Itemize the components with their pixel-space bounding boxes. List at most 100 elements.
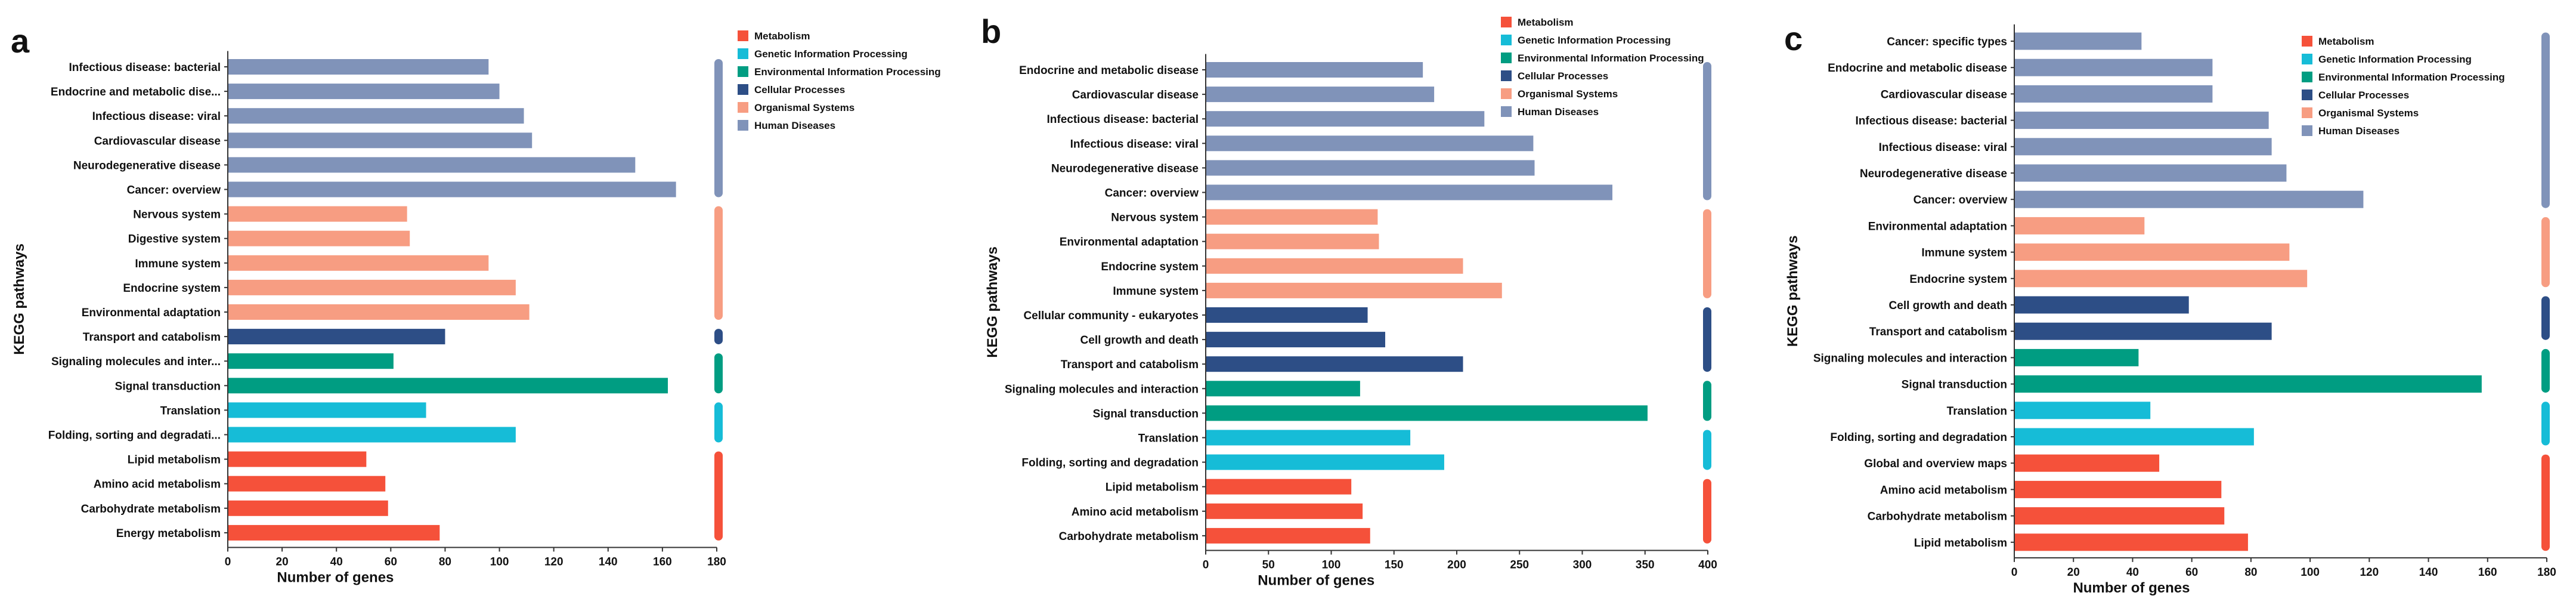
chart-c-category-label: Folding, sorting and degradation <box>1830 431 2007 444</box>
chart-b-legend-swatch <box>1501 106 1512 117</box>
chart-b-bar <box>1206 307 1368 323</box>
chart-a-category-label: Translation <box>160 405 221 417</box>
chart-a-category-label: Lipid metabolism <box>128 454 221 467</box>
chart-a-x-tick-label: 100 <box>490 555 509 568</box>
chart-a-category-label: Carbohydrate metabolism <box>81 503 221 516</box>
chart-a-legend-label: Cellular Processes <box>754 84 845 95</box>
chart-b-legend-label: Genetic Information Processing <box>1518 35 1671 46</box>
chart-a-x-tick-label: 0 <box>225 555 231 568</box>
chart-c-legend-swatch <box>2302 107 2312 118</box>
chart-b-group-strip <box>1703 430 1711 470</box>
chart-a-bar <box>228 84 500 100</box>
chart-b-category-label: Endocrine and metabolic disease <box>1019 64 1199 77</box>
chart-b-x-tick-label: 100 <box>1322 558 1341 571</box>
chart-b-x-tick-label: 0 <box>1203 558 1209 571</box>
chart-b-category-label: Signal transduction <box>1093 408 1199 420</box>
chart-a-legend-label: Human Diseases <box>754 120 835 131</box>
chart-c-legend-label: Cellular Processes <box>2318 89 2409 101</box>
chart-c-bar <box>2014 164 2287 182</box>
chart-a-group-strip <box>714 451 723 541</box>
chart-c-x-tick-label: 80 <box>2244 566 2257 579</box>
chart-a-category-label: Transport and catabolism <box>83 331 221 344</box>
chart-c-category-label: Transport and catabolism <box>1869 326 2007 338</box>
chart-c-category-label: Lipid metabolism <box>1914 537 2007 550</box>
chart-a-group-strip <box>714 353 723 394</box>
chart-a-legend-label: Metabolism <box>754 30 810 42</box>
chart-b-x-tick-label: 400 <box>1698 558 1717 571</box>
chart-b-category-label: Folding, sorting and degradation <box>1021 457 1199 470</box>
chart-b-category-label: Cancer: overview <box>1105 187 1199 200</box>
chart-b-legend: Metabolism Genetic Information Processing… <box>1501 17 1704 118</box>
chart-a-legend-swatch <box>738 66 748 77</box>
chart-c-category-label: Cancer: overview <box>1914 194 2008 206</box>
chart-a-category-label: Infectious disease: bacterial <box>69 61 221 74</box>
chart-b-x-tick-label: 200 <box>1447 558 1466 571</box>
chart-b-bar <box>1206 209 1378 225</box>
chart-c-legend-label: Environmental Information Processing <box>2318 72 2505 83</box>
chart-a-group-strip <box>714 329 723 345</box>
chart-a-x-tick-label: 40 <box>330 555 343 568</box>
chart-c-bar <box>2014 243 2290 261</box>
chart-c-bar <box>2014 348 2139 366</box>
chart-b-category-label: Carbohydrate metabolism <box>1059 530 1199 543</box>
chart-c-bar <box>2014 322 2272 340</box>
chart-b-category-label: Neurodegenerative disease <box>1051 162 1199 175</box>
chart-c-bar <box>2014 85 2213 103</box>
chart-c-group-strip <box>2541 217 2550 288</box>
chart-b-bar <box>1206 332 1386 348</box>
chart-b-bar <box>1206 135 1534 152</box>
chart-c-bar <box>2014 217 2145 234</box>
chart-c-bar <box>2014 112 2269 129</box>
chart-b-x-tick-label: 300 <box>1573 558 1592 571</box>
chart-b-y-axis-title: KEGG pathways <box>984 246 1001 358</box>
chart-c-category-label: Cell growth and death <box>1889 300 2007 312</box>
chart-c-bar <box>2014 402 2151 419</box>
chart-a-bar <box>228 132 532 149</box>
chart-c-group-strip <box>2541 402 2550 446</box>
chart-b-bar <box>1206 503 1363 519</box>
chart-a-legend-swatch <box>738 48 748 59</box>
chart-c-panel: c Cancer: specific types Endocrine and met… <box>1784 20 2556 596</box>
chart-a-x-tick-label: 60 <box>385 555 397 568</box>
chart-b-category-label: Cardiovascular disease <box>1072 89 1199 101</box>
chart-b-group-strip <box>1703 307 1711 372</box>
chart-a-x-tick-label: 140 <box>599 555 618 568</box>
chart-b-legend-swatch <box>1501 17 1512 27</box>
chart-b-x-tick-label: 50 <box>1262 558 1275 571</box>
chart-c-bar <box>2014 32 2142 50</box>
chart-b-legend-label: Metabolism <box>1518 17 1574 28</box>
chart-c-x-tick-label: 20 <box>2067 566 2080 579</box>
chart-a-bar <box>228 402 426 418</box>
chart-b-bar <box>1206 454 1444 470</box>
chart-c-bar <box>2014 428 2254 446</box>
chart-c-bar <box>2014 480 2222 498</box>
chart-b-group-strip <box>1703 479 1711 544</box>
chart-c-legend: Metabolism Genetic Information Processing… <box>2302 36 2505 137</box>
chart-a-bar <box>228 157 636 173</box>
chart-c-legend-swatch <box>2302 72 2312 82</box>
chart-b-category-label: Endocrine system <box>1101 261 1199 273</box>
chart-b-bar <box>1206 62 1423 78</box>
chart-c-category-label: Cancer: specific types <box>1887 36 2007 48</box>
chart-a-group-strip <box>714 402 723 443</box>
chart-a-legend-label: Genetic Information Processing <box>754 48 908 60</box>
chart-a-x-tick-label: 180 <box>707 555 726 568</box>
chart-c-category-label: Endocrine and metabolic disease <box>1828 62 2007 75</box>
chart-c-bar <box>2014 375 2482 393</box>
chart-c-category-label: Neurodegenerative disease <box>1860 168 2007 180</box>
chart-a-y-axis-title: KEGG pathways <box>11 243 27 355</box>
chart-b-category-label: Infectious disease: viral <box>1070 138 1199 150</box>
chart-c-bar <box>2014 454 2160 472</box>
chart-a-bar <box>228 279 516 295</box>
chart-c-x-tick-label: 180 <box>2537 566 2556 579</box>
chart-a-category-label: Amino acid metabolism <box>94 479 221 491</box>
chart-a-category-label: Cancer: overview <box>127 184 221 197</box>
chart-b-bar <box>1206 479 1352 495</box>
chart-b-bar <box>1206 233 1379 249</box>
chart-a-x-tick-label: 160 <box>653 555 672 568</box>
chart-a-legend-swatch <box>738 84 748 95</box>
chart-a-x-axis-title: Number of genes <box>277 569 394 585</box>
chart-a-category-label: Digestive system <box>128 233 221 246</box>
chart-c-x-axis-title: Number of genes <box>2073 580 2190 596</box>
chart-c-x-tick-label: 140 <box>2419 566 2438 579</box>
